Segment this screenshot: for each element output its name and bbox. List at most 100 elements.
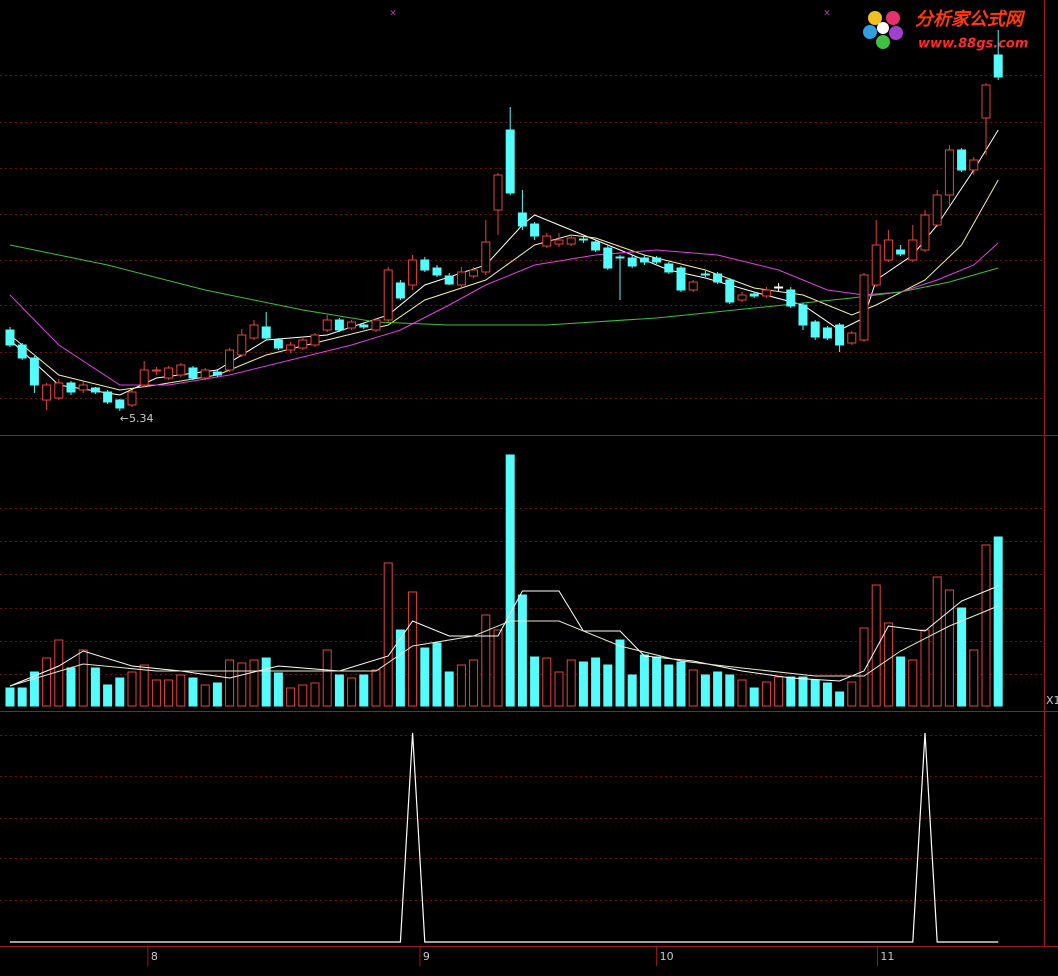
petal [889,26,903,40]
volume-bar [200,684,210,707]
volume-bar [896,656,906,707]
candle-body [798,304,808,326]
volume-bar [993,536,1003,707]
volume-bar [627,674,637,707]
candle-body [969,159,979,171]
volume-bar [164,679,174,707]
volume-bar [969,649,979,707]
candle-body [688,281,698,291]
volume-bar [408,591,418,707]
candle-body [444,275,454,285]
candle-body [920,214,930,251]
x-tick-label: 9 [423,950,430,963]
candle-body [310,334,320,346]
volume-bar [420,647,430,707]
volume-bar [810,679,820,707]
candle-body [652,257,662,263]
candle-body [371,319,381,331]
volume-bar [469,659,479,707]
volume-bar [347,677,357,707]
volume-bar [151,679,161,707]
candle-body [566,237,576,245]
volume-bar [822,682,832,707]
candle-body [383,269,393,321]
candle-body [603,247,613,269]
volume-bar [90,667,100,707]
candle-body [908,239,918,261]
candle-body [859,274,869,341]
volume-bar [225,659,235,707]
volume-bar [957,607,967,707]
volume-bar [176,674,186,707]
candle-body [322,319,332,331]
candle-body [90,387,100,393]
candle-body [810,321,820,338]
ma-line [9,605,999,687]
candle-body [505,129,515,194]
candle-body [273,339,283,349]
volume-bar [517,594,527,707]
volume-bar [432,642,442,707]
candle-body [164,367,174,379]
candle-body [5,329,15,346]
candle-body [981,84,991,119]
volume-bar [371,669,381,707]
candle-body [993,54,1003,78]
ma-line [9,244,999,326]
candle-body [66,382,76,393]
candle-body [139,369,149,386]
candle-body [151,369,161,372]
candle-body [127,391,137,406]
volume-bar [615,639,625,707]
volume-bar [578,661,588,707]
marker: × [389,9,397,19]
candle-body [761,289,771,297]
volume-bar [359,674,369,707]
candle-body [29,357,39,386]
volume-bar [17,687,27,707]
volume-bar [5,687,15,707]
volume-bar [761,681,771,707]
volume-bar [700,674,710,707]
candle-body [469,269,479,277]
volume-bar [835,691,845,707]
volume-bar [481,614,491,707]
volume-bar [42,657,52,707]
candle-body [639,257,649,263]
volume-bar [859,627,869,707]
candle-body [932,194,942,226]
candle-body [713,273,723,283]
volume-bar [505,454,515,707]
volume-bar [54,639,64,707]
candle-body [286,344,296,351]
candle-body [700,273,710,276]
volume-bar [298,684,308,707]
volume-bar [664,664,674,707]
volume-bar [383,562,393,707]
volume-bar [66,667,76,707]
volume-bar [725,674,735,707]
volume-bar [749,687,759,707]
volume-bar [322,649,332,707]
candle-body [188,367,198,379]
candle-body [957,149,967,171]
volume-bar [530,656,540,707]
candle-body [347,321,357,329]
volume-bar [688,669,698,707]
volume-bar [127,671,137,707]
candle-body [115,399,125,409]
candle-body [261,326,271,339]
volume-bar [310,682,320,707]
candle-body [530,223,540,237]
volume-bar [115,677,125,707]
candle-body [237,334,247,356]
volume-bar [554,671,564,707]
volume-bar [786,676,796,707]
candle-body [78,384,88,391]
candle-body [176,364,186,376]
candle-body [517,212,527,227]
candle-body [334,319,344,331]
x-tick-label: 8 [151,950,158,963]
candle-body [896,249,906,255]
